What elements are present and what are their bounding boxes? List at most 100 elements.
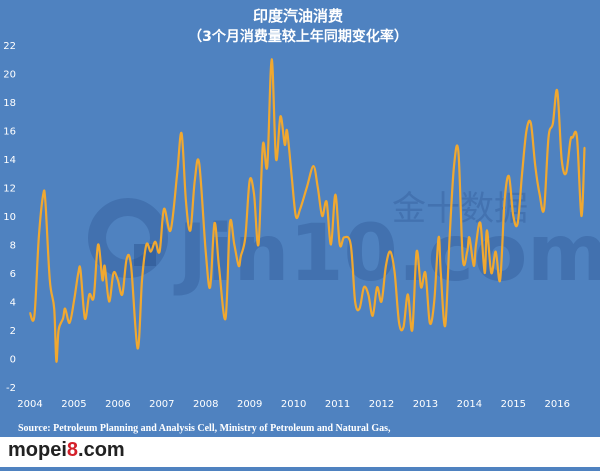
x-tick-label: 2006 bbox=[105, 399, 130, 410]
data-point bbox=[534, 165, 537, 167]
data-point bbox=[108, 300, 110, 303]
data-point bbox=[248, 179, 251, 182]
data-point bbox=[218, 265, 220, 267]
data-point bbox=[209, 286, 211, 289]
data-point bbox=[229, 222, 231, 224]
data-point bbox=[312, 165, 315, 167]
y-tick-label: 0 bbox=[10, 355, 16, 366]
data-point bbox=[279, 115, 282, 118]
data-point bbox=[499, 279, 501, 281]
data-point bbox=[176, 172, 178, 175]
y-tick-label: -2 bbox=[6, 383, 16, 394]
y-tick-label: 6 bbox=[10, 269, 16, 280]
data-point bbox=[233, 243, 236, 246]
data-point bbox=[508, 175, 510, 177]
x-tick-label: 2009 bbox=[237, 399, 262, 410]
data-point bbox=[194, 179, 196, 182]
data-point bbox=[163, 208, 165, 210]
data-point bbox=[224, 317, 227, 320]
data-point bbox=[244, 236, 247, 239]
data-point bbox=[295, 215, 297, 217]
data-point bbox=[112, 272, 115, 274]
data-point bbox=[84, 317, 86, 320]
data-point bbox=[516, 222, 519, 224]
data-point bbox=[466, 250, 469, 253]
data-point bbox=[569, 139, 572, 142]
data-point bbox=[565, 172, 567, 175]
x-tick-label: 2004 bbox=[17, 399, 42, 410]
data-point bbox=[73, 300, 75, 303]
data-point bbox=[253, 193, 255, 196]
data-point bbox=[180, 132, 183, 135]
x-tick-label: 2012 bbox=[369, 399, 394, 410]
data-point bbox=[358, 307, 361, 310]
data-point bbox=[440, 272, 442, 274]
data-point bbox=[571, 136, 574, 139]
data-point bbox=[547, 136, 550, 139]
data-point bbox=[306, 186, 308, 189]
data-point bbox=[580, 215, 583, 217]
data-point bbox=[483, 272, 486, 274]
data-point bbox=[189, 229, 192, 232]
data-point bbox=[62, 317, 64, 320]
site-logo[interactable]: mopei8.com bbox=[8, 439, 125, 462]
data-point bbox=[284, 144, 286, 146]
data-point bbox=[525, 129, 528, 132]
data-point bbox=[290, 172, 293, 175]
data-point bbox=[169, 229, 172, 232]
data-point bbox=[453, 165, 455, 167]
data-point bbox=[325, 201, 328, 203]
x-axis: 2004 2005 2006 2007 2008 2009 2010 2011 2012 2013… bbox=[17, 399, 570, 410]
data-point bbox=[415, 250, 418, 253]
data-point bbox=[486, 229, 488, 232]
data-point bbox=[158, 250, 161, 253]
y-tick-label: 16 bbox=[3, 127, 16, 138]
data-point bbox=[479, 222, 482, 224]
data-point bbox=[262, 144, 264, 146]
data-point bbox=[560, 158, 563, 160]
data-point bbox=[125, 258, 128, 260]
data-point bbox=[385, 265, 387, 267]
data-point bbox=[448, 236, 451, 239]
chart-subtitle: （3个月消费量较上年同期变化率） bbox=[188, 28, 408, 45]
data-point bbox=[130, 265, 132, 267]
site-footer: mopei8.com bbox=[0, 437, 600, 467]
y-tick-label: 4 bbox=[10, 298, 16, 309]
data-point bbox=[398, 322, 400, 324]
y-tick-label: 10 bbox=[3, 212, 16, 223]
site-logo-digit: 8 bbox=[66, 439, 79, 461]
data-point bbox=[321, 215, 324, 217]
data-point bbox=[556, 89, 558, 92]
data-point bbox=[57, 329, 60, 331]
data-point bbox=[136, 347, 139, 350]
data-point bbox=[437, 236, 440, 239]
x-tick-label: 2013 bbox=[413, 399, 438, 410]
x-tick-label: 2008 bbox=[193, 399, 218, 410]
data-point bbox=[101, 279, 104, 281]
data-point bbox=[42, 193, 44, 196]
data-point bbox=[55, 360, 58, 363]
data-point bbox=[49, 279, 51, 281]
data-point bbox=[286, 129, 288, 132]
data-point bbox=[150, 250, 152, 253]
data-point bbox=[376, 286, 378, 289]
data-point bbox=[490, 272, 493, 274]
data-point bbox=[154, 240, 156, 243]
data-point bbox=[583, 146, 586, 149]
data-point bbox=[343, 236, 345, 239]
data-point bbox=[79, 269, 82, 272]
data-point bbox=[68, 322, 71, 324]
y-tick-label: 18 bbox=[3, 98, 16, 109]
data-point bbox=[393, 272, 396, 274]
chart-title: 印度汽油消费 bbox=[253, 7, 343, 25]
data-point bbox=[380, 300, 383, 303]
data-point bbox=[92, 296, 95, 299]
data-point bbox=[552, 122, 554, 125]
data-point bbox=[240, 255, 242, 257]
data-point bbox=[53, 307, 55, 310]
data-point bbox=[275, 158, 277, 160]
data-point bbox=[468, 236, 471, 239]
